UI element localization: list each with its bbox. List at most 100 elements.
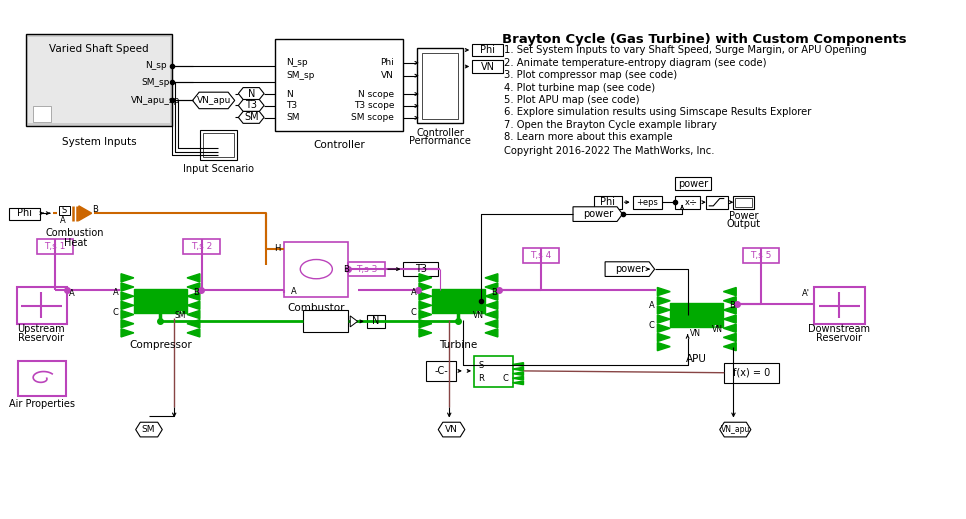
Text: Power: Power xyxy=(728,211,758,221)
Bar xyxy=(523,248,559,263)
Polygon shape xyxy=(419,310,432,319)
Polygon shape xyxy=(419,301,432,309)
Polygon shape xyxy=(724,333,736,342)
Text: B: B xyxy=(343,265,349,274)
Text: Copyright 2016-2022 The MathWorks, Inc.: Copyright 2016-2022 The MathWorks, Inc. xyxy=(504,146,715,156)
Polygon shape xyxy=(657,288,670,296)
Text: 5. Plot APU map (see code): 5. Plot APU map (see code) xyxy=(504,95,639,105)
Text: Brayton Cycle (Gas Turbine) with Custom Components: Brayton Cycle (Gas Turbine) with Custom … xyxy=(502,33,907,46)
Bar xyxy=(670,303,724,327)
Text: ÷: ÷ xyxy=(689,197,697,207)
Bar xyxy=(404,262,439,277)
Text: VN: VN xyxy=(473,311,484,320)
Bar xyxy=(432,289,485,313)
Text: Turbine: Turbine xyxy=(440,340,477,350)
Text: SM: SM xyxy=(142,425,156,434)
Bar xyxy=(814,288,865,324)
Polygon shape xyxy=(657,297,670,305)
Polygon shape xyxy=(121,329,134,337)
Bar xyxy=(200,130,237,160)
Polygon shape xyxy=(485,292,497,301)
Polygon shape xyxy=(121,320,134,328)
Text: R: R xyxy=(177,311,183,320)
Polygon shape xyxy=(239,100,264,112)
Text: T,s 3: T,s 3 xyxy=(356,265,378,274)
Bar xyxy=(349,262,385,277)
Polygon shape xyxy=(419,329,432,337)
Text: Phi: Phi xyxy=(480,45,496,55)
Polygon shape xyxy=(657,333,670,342)
Text: A: A xyxy=(60,216,66,225)
Polygon shape xyxy=(485,283,497,291)
Text: Heat: Heat xyxy=(64,238,87,248)
Bar xyxy=(735,198,752,207)
Polygon shape xyxy=(485,329,497,337)
Polygon shape xyxy=(657,343,670,351)
Polygon shape xyxy=(485,274,497,282)
Text: T3: T3 xyxy=(414,264,427,274)
Text: System Inputs: System Inputs xyxy=(62,137,136,147)
Text: N: N xyxy=(372,317,380,326)
Polygon shape xyxy=(121,310,134,319)
Text: T,s 2: T,s 2 xyxy=(191,242,213,251)
Text: VN: VN xyxy=(690,329,700,338)
Polygon shape xyxy=(187,274,200,282)
Text: Output: Output xyxy=(726,219,760,229)
Text: Combustor: Combustor xyxy=(288,303,345,312)
Text: Upstream: Upstream xyxy=(17,324,65,334)
Bar xyxy=(59,206,70,215)
Text: Reservoir: Reservoir xyxy=(18,333,65,343)
Text: T,s 4: T,s 4 xyxy=(530,251,552,260)
Polygon shape xyxy=(657,306,670,314)
Text: VN_apu: VN_apu xyxy=(196,96,231,105)
Text: -C-: -C- xyxy=(434,366,448,376)
Text: 2. Animate temperature-entropy diagram (see code): 2. Animate temperature-entropy diagram (… xyxy=(504,58,767,68)
Text: N: N xyxy=(247,89,255,99)
Text: C: C xyxy=(649,321,655,331)
Text: R: R xyxy=(478,374,485,383)
Bar xyxy=(472,44,503,57)
Polygon shape xyxy=(724,306,736,314)
Text: Controller: Controller xyxy=(416,128,464,138)
Text: A: A xyxy=(69,290,74,298)
Text: T3 scope: T3 scope xyxy=(354,101,394,111)
Text: A: A xyxy=(291,286,297,296)
Polygon shape xyxy=(485,320,497,328)
Text: power: power xyxy=(614,264,645,274)
Text: Phi: Phi xyxy=(600,197,615,207)
Text: Phi: Phi xyxy=(17,208,32,218)
Bar xyxy=(743,248,780,263)
Bar xyxy=(184,239,220,254)
Polygon shape xyxy=(724,315,736,323)
Bar xyxy=(474,356,513,387)
Text: Phi: Phi xyxy=(381,58,394,67)
Polygon shape xyxy=(135,422,162,437)
Polygon shape xyxy=(419,292,432,301)
Polygon shape xyxy=(720,422,751,437)
Ellipse shape xyxy=(300,260,332,279)
Polygon shape xyxy=(605,262,655,277)
Bar xyxy=(675,196,700,209)
Text: x: x xyxy=(685,198,690,207)
Polygon shape xyxy=(419,274,432,282)
Text: VN: VN xyxy=(444,425,458,434)
Polygon shape xyxy=(239,112,264,124)
Text: 8. Learn more about this example: 8. Learn more about this example xyxy=(504,132,673,142)
Text: +eps: +eps xyxy=(637,198,658,207)
Text: Performance: Performance xyxy=(410,136,471,146)
Polygon shape xyxy=(513,372,524,375)
Text: N: N xyxy=(286,89,293,99)
Polygon shape xyxy=(724,297,736,305)
Bar xyxy=(37,239,73,254)
Polygon shape xyxy=(724,324,736,332)
Text: S: S xyxy=(478,361,484,370)
Text: Varied Shaft Speed: Varied Shaft Speed xyxy=(49,44,149,54)
Text: VN: VN xyxy=(382,71,394,80)
Text: Reservoir: Reservoir xyxy=(816,333,862,343)
Polygon shape xyxy=(351,316,357,327)
Polygon shape xyxy=(187,329,200,337)
Text: B: B xyxy=(729,302,735,310)
Bar xyxy=(33,106,51,121)
Text: 6. Explore simulation results using Simscape Results Explorer: 6. Explore simulation results using Sims… xyxy=(504,107,811,117)
Text: APU: APU xyxy=(687,354,707,364)
